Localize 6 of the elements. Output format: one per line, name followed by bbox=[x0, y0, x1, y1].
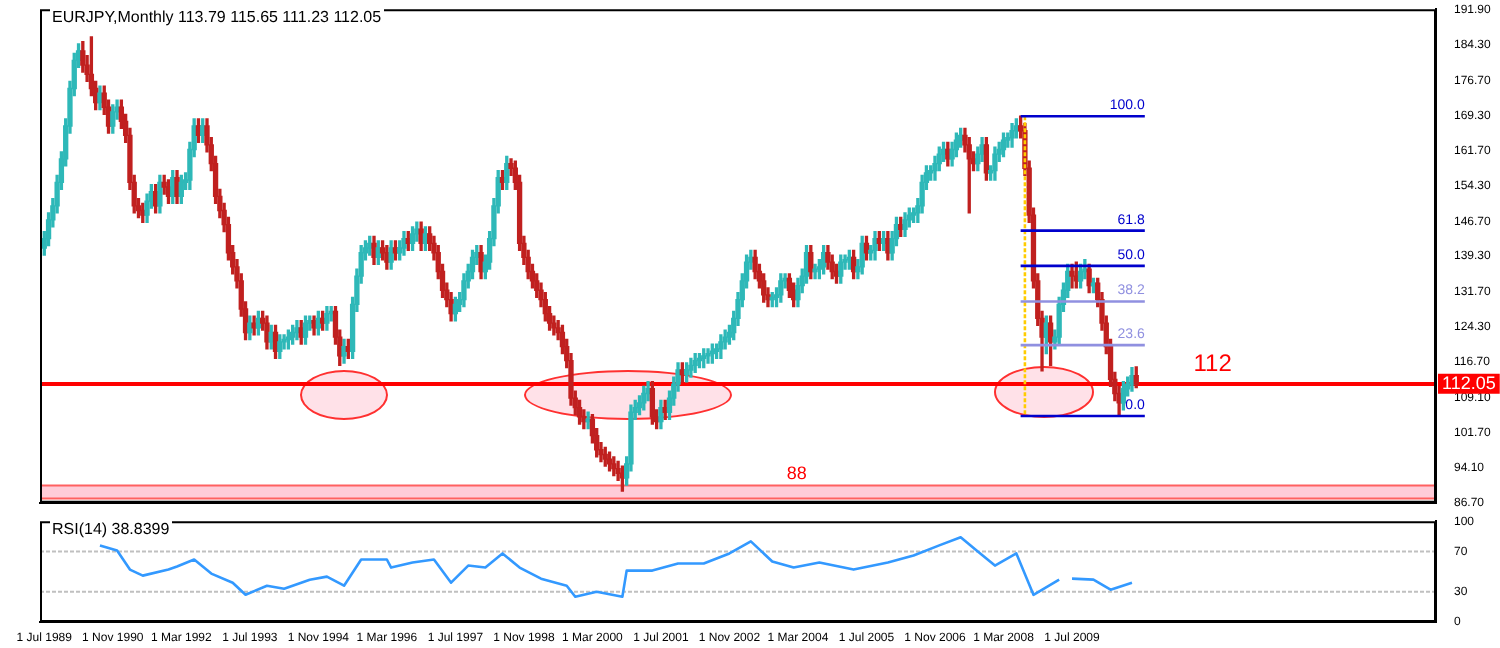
chart-title: EURJPY,Monthly 113.79 115.65 111.23 112.05 bbox=[50, 8, 384, 26]
candlestick bbox=[705, 348, 711, 364]
ref-line-label: 112 bbox=[1193, 348, 1233, 377]
chart-title: RSI(14) 38.8399 bbox=[50, 520, 172, 538]
band-label: 88 bbox=[786, 463, 807, 484]
annotation: 112.05 bbox=[1442, 372, 1496, 393]
